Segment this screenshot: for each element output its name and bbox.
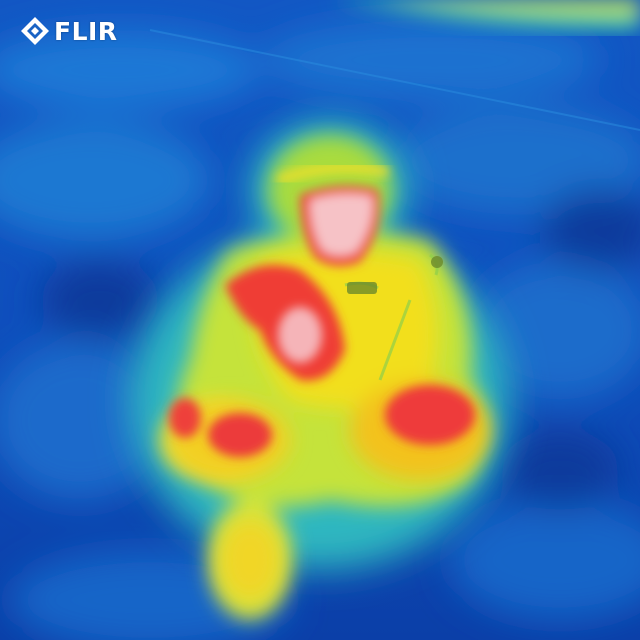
flir-diamond-icon [21,17,49,45]
helmet-band [276,162,390,185]
warm-strip-top-right [330,0,640,30]
logo-text: FLIR [54,16,118,46]
flir-logo: FLIR [20,14,118,48]
jacket-badge [347,256,443,294]
ground-texture [0,20,640,640]
person-face [278,186,380,363]
